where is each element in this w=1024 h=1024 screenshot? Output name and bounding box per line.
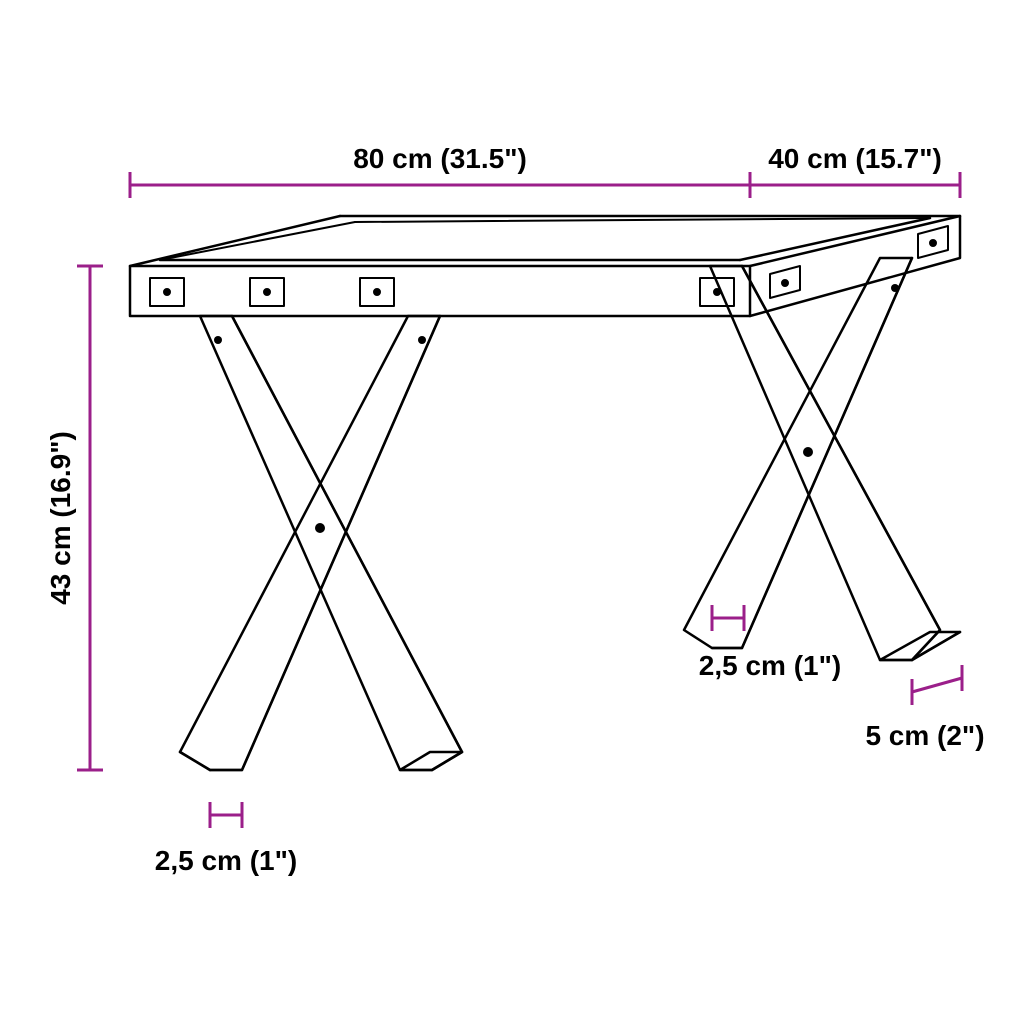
label-height: 43 cm (16.9") xyxy=(45,431,76,605)
table-frame-drawing xyxy=(130,216,960,770)
dim-leg-d xyxy=(912,665,962,705)
dimension-lines xyxy=(77,172,962,828)
dim-depth xyxy=(750,172,960,198)
back-x-legs xyxy=(684,258,960,660)
dim-leg-w2 xyxy=(712,605,744,631)
dimension-diagram: 80 cm (31.5") 40 cm (15.7") 43 cm (16.9"… xyxy=(0,0,1024,1024)
label-leg-w1: 2,5 cm (1") xyxy=(155,845,297,876)
dim-width xyxy=(130,172,750,198)
label-width: 80 cm (31.5") xyxy=(353,143,527,174)
dim-height xyxy=(77,266,103,770)
label-leg-d: 5 cm (2") xyxy=(865,720,984,751)
dim-leg-w1 xyxy=(210,802,242,828)
label-leg-w2: 2,5 cm (1") xyxy=(699,650,841,681)
front-x-legs xyxy=(180,316,462,770)
label-depth: 40 cm (15.7") xyxy=(768,143,942,174)
